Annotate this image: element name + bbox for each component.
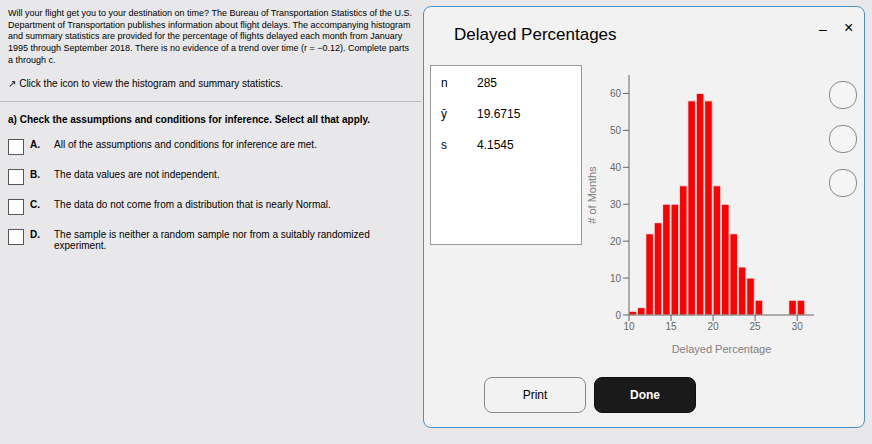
html-text:The sample is neither a random: The sample is neither a random sample no… [54,229,370,252]
svg-text:30: 30 [792,321,804,332]
html-text:19.6715: 19.6715 [477,107,521,121]
svg-text:Delayed Percentage: Delayed Percentage [672,343,772,355]
svg-text:20: 20 [708,321,720,332]
svg-text:30: 30 [610,199,622,210]
html-text:a) Check the assumptions and c: a) Check the assumptions and conditions … [8,114,371,126]
html-text:Print: Print [522,388,548,402]
html-text:s: s [441,138,447,152]
svg-text:60: 60 [610,88,622,99]
html-text:n: n [441,76,448,90]
html-text:Done: Done [630,388,660,402]
svg-text:10: 10 [610,273,622,284]
html-text:4.1545: 4.1545 [477,138,514,152]
html-text:C.: C. [30,199,40,211]
html-text:285: 285 [477,76,497,90]
html-text:All of the assumptions and con: All of the assumptions and conditions fo… [54,139,317,151]
svg-text:20: 20 [610,236,622,247]
html-text:B.: B. [30,169,40,181]
svg-text:25: 25 [750,321,762,332]
html-text:Will your flight get you to yo: Will your flight get you to your destina… [8,8,412,65]
svg-text:# of Months: # of Months [586,166,598,224]
html-text:The data do not come from a di: The data do not come from a distribution… [54,199,331,211]
svg-text:15: 15 [665,321,677,332]
html-text:A.: A. [30,139,40,151]
svg-text:0: 0 [615,310,621,321]
html-text:↗ Click the icon to view the h: ↗ Click the icon to view the histogram a… [8,78,284,90]
svg-text:10: 10 [623,321,635,332]
html-text:ȳ: ȳ [441,107,447,121]
html-text:D.: D. [30,229,40,241]
svg-text:50: 50 [610,125,622,136]
html-text:Delayed Percentages: Delayed Percentages [454,25,617,44]
svg-text:40: 40 [610,162,622,173]
html-text:The data values are not indepe: The data values are not independent. [54,169,220,181]
